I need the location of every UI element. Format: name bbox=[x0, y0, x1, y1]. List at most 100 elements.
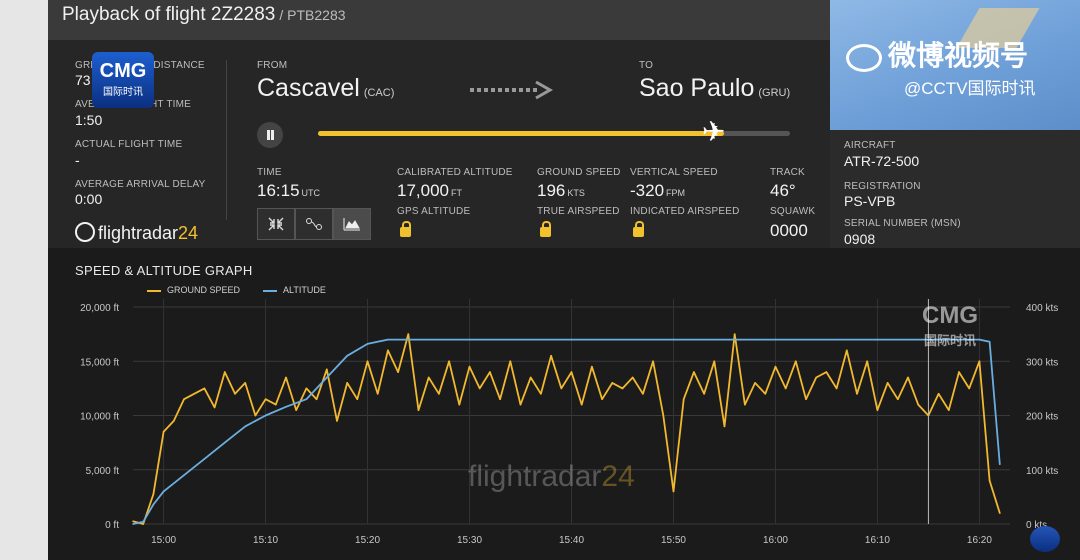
ground-speed-line-point bbox=[978, 360, 981, 363]
destination-code: (GRU) bbox=[758, 87, 791, 99]
altitude-line-point bbox=[244, 425, 246, 428]
weibo-watermark: 微博视频号 bbox=[846, 34, 1028, 74]
calibrated-altitude-label: CALIBRATED ALTITUDE bbox=[397, 167, 513, 178]
altitude-line-point bbox=[672, 338, 675, 341]
ground-speed-line-point bbox=[846, 349, 848, 352]
calibrated-altitude-value: 17,000 FT bbox=[397, 181, 462, 200]
ground-speed-line-point bbox=[213, 406, 216, 409]
ground-speed-line-point bbox=[509, 360, 512, 363]
vertical-speed-value: -320 FPM bbox=[630, 181, 686, 200]
ground-speed-line-point bbox=[325, 368, 328, 371]
ground-speed-line-point bbox=[815, 376, 818, 379]
ground-speed-line-point bbox=[132, 520, 134, 523]
ground-speed-line-point bbox=[886, 382, 889, 384]
collapse-icon bbox=[268, 217, 284, 231]
ground-speed-line-point bbox=[519, 403, 522, 406]
altitude-line-point bbox=[142, 521, 144, 523]
altitude-line-point bbox=[774, 338, 777, 341]
ground-speed-line-point bbox=[723, 425, 726, 428]
left-margin bbox=[0, 0, 48, 560]
ground-speed-line-point bbox=[295, 409, 297, 411]
altitude-line-point bbox=[468, 338, 471, 341]
ground-speed-line-point bbox=[774, 365, 777, 368]
page-title: Playback of flight 2Z2283/ PTB2283 bbox=[62, 4, 346, 25]
avg-delay-label: AVERAGE ARRIVAL DELAY bbox=[75, 179, 206, 190]
graph-title: SPEED & ALTITUDE GRAPH bbox=[75, 263, 253, 278]
ground-speed-line-point bbox=[835, 387, 838, 390]
ground-speed-line-point bbox=[397, 371, 399, 373]
ground-speed-line-point bbox=[662, 414, 665, 417]
graph-view-button[interactable] bbox=[333, 208, 371, 240]
lock-icon[interactable] bbox=[633, 221, 644, 237]
altitude-line-point bbox=[397, 338, 399, 341]
legend-ground-speed[interactable]: GROUND SPEED bbox=[147, 285, 240, 295]
airplane-icon[interactable]: ✈ bbox=[701, 116, 726, 147]
ground-speed-line-point bbox=[642, 393, 644, 395]
channel-badge-icon bbox=[1030, 526, 1060, 552]
cmg-logo: CMG 国际时讯 bbox=[92, 52, 154, 108]
time-label: TIME bbox=[257, 167, 282, 178]
altitude-line-point bbox=[285, 406, 287, 408]
true-airspeed-label: TRUE AIRSPEED bbox=[537, 206, 620, 217]
time-value: 16:15 UTC bbox=[257, 181, 321, 200]
ground-speed-line-point bbox=[152, 493, 155, 495]
ground-speed-line-point bbox=[601, 398, 603, 401]
squawk-label: SQUAWK bbox=[770, 206, 816, 217]
ground-speed-line-point bbox=[591, 365, 593, 368]
from-label: FROM bbox=[257, 60, 288, 71]
msn-label: SERIAL NUMBER (MSN) bbox=[844, 218, 961, 229]
ground-speed-line-point bbox=[988, 479, 991, 482]
ground-speed-line-point bbox=[866, 360, 869, 363]
ground-speed-line-point bbox=[856, 393, 858, 395]
x-tick-label: 15:10 bbox=[253, 535, 278, 546]
great-circle-value: 73 bbox=[75, 72, 91, 88]
ground-speed-line-point bbox=[529, 376, 532, 379]
ground-speed-line-point bbox=[764, 393, 767, 395]
divider bbox=[226, 60, 227, 220]
pause-button[interactable] bbox=[257, 122, 283, 148]
aircraft-label: AIRCRAFT bbox=[844, 140, 896, 151]
altitude-line-point bbox=[988, 340, 991, 343]
playback-progress-track[interactable] bbox=[318, 131, 790, 136]
ground-speed-line-point bbox=[172, 420, 175, 422]
ground-speed-line-point bbox=[203, 387, 206, 390]
collapse-view-button[interactable] bbox=[257, 208, 295, 240]
altitude-line-point bbox=[570, 338, 573, 341]
legend-altitude[interactable]: ALTITUDE bbox=[263, 285, 326, 295]
flightradar-watermark: flightradar24 bbox=[468, 460, 635, 493]
ground-speed-line-point bbox=[713, 360, 716, 363]
ground-speed-line-point bbox=[733, 333, 736, 335]
registration-label: REGISTRATION bbox=[844, 181, 921, 192]
altitude-line-point bbox=[152, 503, 155, 506]
y-right-tick-label: 0 kts bbox=[1026, 520, 1047, 531]
ground-speed-line-point bbox=[427, 376, 430, 379]
cctv-watermark: @CCTV国际时讯 bbox=[904, 79, 1036, 98]
y-left-tick-label: 20,000 ft bbox=[80, 303, 119, 314]
altitude-line-point bbox=[366, 343, 369, 345]
actual-time-label: ACTUAL FLIGHT TIME bbox=[75, 139, 183, 150]
ground-speed-value: 196 KTS bbox=[537, 181, 585, 200]
y-left-tick-label: 5,000 ft bbox=[86, 466, 120, 477]
altitude-line-point bbox=[223, 441, 226, 444]
altitude-line-point bbox=[162, 490, 165, 493]
ground-speed-line-point bbox=[417, 409, 420, 411]
altitude-line-point bbox=[876, 338, 879, 341]
header-bar bbox=[48, 0, 830, 40]
avg-delay-value: 0:00 bbox=[75, 191, 103, 207]
flight-info-panel bbox=[48, 40, 830, 248]
ground-speed-line-point bbox=[489, 371, 491, 373]
flightradar-logo-icon: flightradar24 bbox=[75, 222, 198, 244]
route-view-button[interactable] bbox=[295, 208, 333, 240]
ground-speed-line-point bbox=[897, 398, 899, 401]
lock-icon[interactable] bbox=[540, 221, 551, 237]
ground-speed-line-point bbox=[580, 403, 583, 406]
lock-icon[interactable] bbox=[400, 221, 411, 237]
ground-speed-line-point bbox=[937, 393, 940, 395]
ground-speed-line-point bbox=[376, 393, 379, 395]
y-left-tick-label: 10,000 ft bbox=[80, 412, 119, 423]
x-tick-label: 15:20 bbox=[355, 535, 380, 546]
origin-code: (CAC) bbox=[363, 87, 395, 99]
indicated-airspeed-label: INDICATED AIRSPEED bbox=[630, 206, 740, 217]
route-icon bbox=[306, 218, 322, 230]
